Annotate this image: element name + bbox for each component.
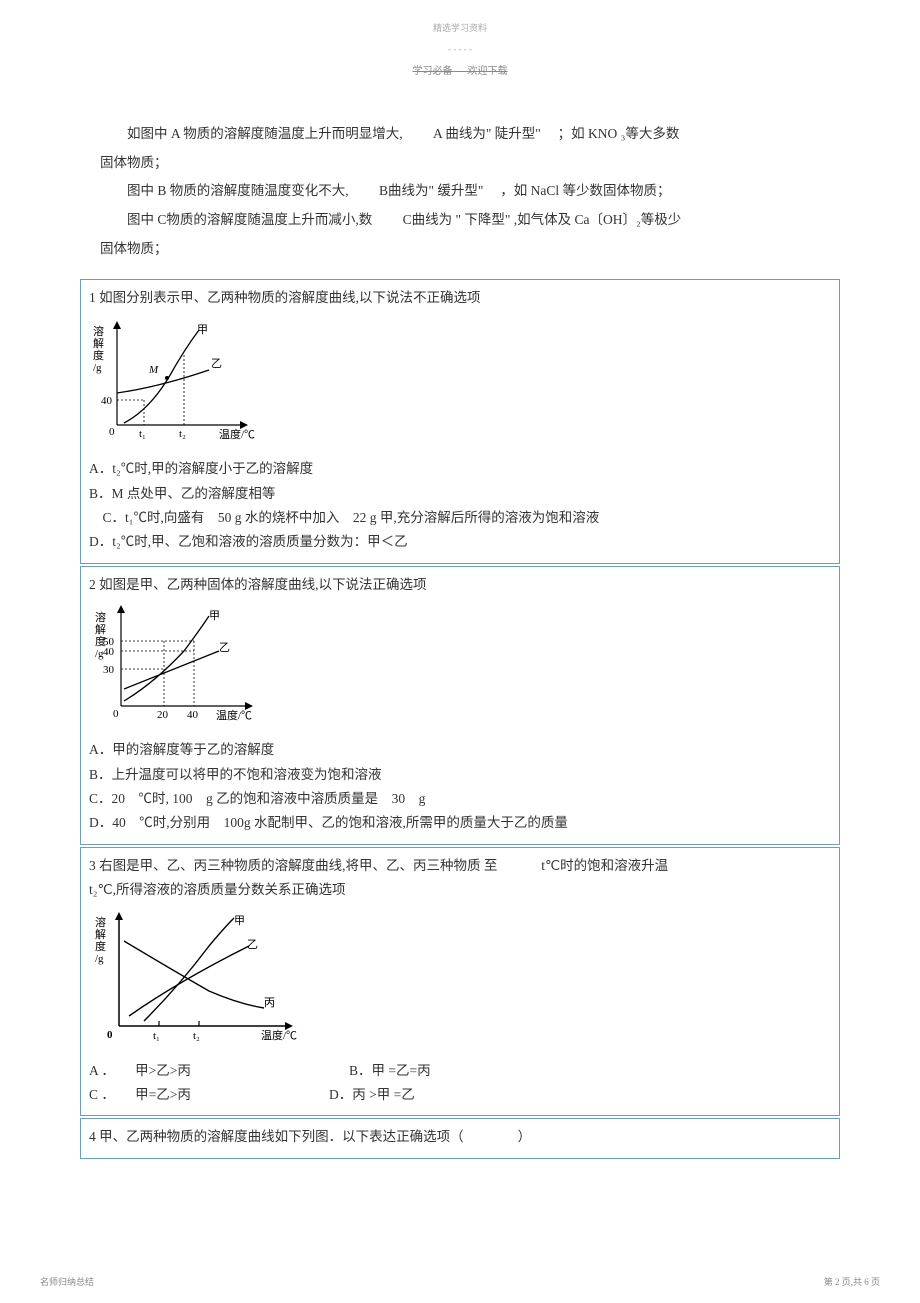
svg-text:20: 20 (157, 709, 169, 721)
svg-text:解: 解 (95, 927, 106, 941)
page-footer: 名师归纳总结 第 2 页,共 6 页 (0, 1274, 920, 1291)
q3-optD: D．丙 >甲 =乙 (329, 1083, 415, 1107)
svg-text:t₁: t₁ (139, 428, 146, 440)
q2-optD: D．40 ℃时,分别用 100g 水配制甲、乙的饱和溶液,所需甲的质量大于乙的质… (89, 811, 831, 835)
q2-stem: 2 如图是甲、乙两种固体的溶解度曲线,以下说法正确选项 (89, 573, 831, 597)
footer-right: 第 2 页,共 6 页 (824, 1274, 880, 1291)
svg-text:乙: 乙 (211, 357, 222, 370)
svg-text:溶: 溶 (93, 324, 104, 338)
svg-text:解: 解 (95, 622, 106, 636)
intro-p4-b: C曲线为 " 下降型" ,如气体及 Ca〔OH〕₂等极少 (403, 212, 682, 227)
svg-text:解: 解 (93, 336, 104, 350)
q1-chart: 溶解度/g 温度/℃ 乙 甲 M 40 0 t₁ t₂ (89, 315, 831, 454)
header-dashes: - - - - - (80, 41, 840, 58)
intro-block: 如图中 A 物质的溶解度随温度上升而明显增大, A 曲线为" 陡升型" ；如 K… (80, 121, 840, 279)
intro-p4-a: 图中 C物质的溶解度随温度上升而减小,数 (127, 212, 372, 227)
intro-p1-c: ；如 KNO ₃等大多数 (558, 126, 680, 141)
q1-optB: B．M 点处甲、乙的溶解度相等 (89, 482, 831, 506)
question-4: 4 甲、乙两种物质的溶解度曲线如下列图．以下表达正确选项（ ） (80, 1118, 840, 1158)
svg-text:40: 40 (101, 395, 113, 407)
q1-optA: A．t₂℃时,甲的溶解度小于乙的溶解度 (89, 457, 831, 481)
q1-optD: D．t₂℃时,甲、乙饱和溶液的溶质质量分数为：甲＜乙 (89, 530, 831, 554)
intro-p3-a: 图中 B 物质的溶解度随温度变化不大, (127, 183, 349, 198)
svg-text:/g: /g (93, 362, 102, 374)
q2-optC: C．20 ℃时, 100 g 乙的饱和溶液中溶质质量是 30 g (89, 787, 831, 811)
svg-text:0: 0 (107, 1029, 113, 1041)
svg-text:t₂: t₂ (193, 1030, 200, 1042)
svg-text:t₁: t₁ (153, 1030, 160, 1042)
question-3: 3 右图是甲、乙、丙三种物质的溶解度曲线,将甲、乙、丙三种物质 至 t℃时的饱和… (80, 847, 840, 1117)
header-strike: 学习必备 --- 欢迎下载 (80, 62, 840, 81)
svg-text:/g: /g (95, 953, 104, 965)
q1-stem: 1 如图分别表示甲、乙两种物质的溶解度曲线,以下说法不正确选项 (89, 286, 831, 310)
svg-text:甲: 甲 (234, 915, 245, 927)
intro-p4: 图中 C物质的溶解度随温度上升而减小,数 C曲线为 " 下降型" ,如气体及 C… (100, 207, 820, 233)
intro-p3: 图中 B 物质的溶解度随温度变化不大, B曲线为" 缓升型" ，如 NaCl 等… (100, 178, 820, 204)
svg-text:甲: 甲 (209, 610, 220, 622)
q3-stem-a: 3 右图是甲、乙、丙三种物质的溶解度曲线,将甲、乙、丙三种物质 至 (89, 858, 497, 873)
intro-p2: 固体物质； (100, 150, 820, 176)
svg-text:温度/℃: 温度/℃ (261, 1028, 297, 1042)
svg-text:度: 度 (95, 939, 106, 953)
q2-chart: 溶解度/g 温度/℃ 甲 乙 50 40 30 0 20 40 (89, 601, 831, 735)
q2-optB: B．上升温度可以将甲的不饱和溶液变为饱和溶液 (89, 763, 831, 787)
svg-text:40: 40 (103, 646, 115, 658)
svg-text:30: 30 (103, 664, 115, 676)
svg-text:M: M (148, 364, 159, 376)
svg-text:0: 0 (113, 708, 119, 720)
q3-stem-b: t℃时的饱和溶液升温 (541, 858, 668, 873)
q3-chart: 溶解度/g 温度/℃ 甲 乙 丙 0 t₁ t₂ (89, 906, 831, 1055)
q3-stem2: t₂℃,所得溶液的溶质质量分数关系正确选项 (89, 878, 831, 902)
svg-text:乙: 乙 (219, 641, 230, 654)
svg-text:0: 0 (109, 426, 115, 438)
svg-text:溶: 溶 (95, 610, 106, 624)
q2-optA: A．甲的溶解度等于乙的溶解度 (89, 738, 831, 762)
intro-p3-b: B曲线为" 缓升型" (379, 183, 483, 198)
intro-p5: 固体物质； (100, 236, 820, 262)
svg-text:温度/℃: 温度/℃ (216, 708, 252, 722)
intro-p1: 如图中 A 物质的溶解度随温度上升而明显增大, A 曲线为" 陡升型" ；如 K… (100, 121, 820, 147)
intro-p1-a: 如图中 A 物质的溶解度随温度上升而明显增大, (127, 126, 403, 141)
svg-text:溶: 溶 (95, 915, 106, 929)
q3-optC: C ． 甲=乙>丙 (89, 1083, 329, 1107)
question-1: 1 如图分别表示甲、乙两种物质的溶解度曲线,以下说法不正确选项 溶解度/g 温度… (80, 279, 840, 563)
q3-stem: 3 右图是甲、乙、丙三种物质的溶解度曲线,将甲、乙、丙三种物质 至 t℃时的饱和… (89, 854, 831, 878)
intro-p1-b: A 曲线为" 陡升型" (433, 126, 541, 141)
svg-text:40: 40 (187, 709, 199, 721)
svg-text:温度/℃: 温度/℃ (219, 427, 255, 441)
header-small: 精选学习资料 (80, 20, 840, 37)
svg-text:乙: 乙 (247, 938, 258, 951)
footer-left: 名师归纳总结 (40, 1274, 94, 1291)
question-2: 2 如图是甲、乙两种固体的溶解度曲线,以下说法正确选项 溶解度/g 温度/℃ 甲… (80, 566, 840, 845)
svg-text:丙: 丙 (264, 997, 275, 1009)
q3-optB: B．甲 =乙=丙 (349, 1059, 431, 1083)
svg-text:度: 度 (93, 348, 104, 362)
q4-stem: 4 甲、乙两种物质的溶解度曲线如下列图．以下表达正确选项（ ） (89, 1125, 831, 1149)
svg-text:t₂: t₂ (179, 428, 186, 440)
intro-p3-c: ，如 NaCl 等少数固体物质； (500, 183, 670, 198)
svg-text:甲: 甲 (197, 324, 208, 336)
q3-optA: A ． 甲>乙>丙 (89, 1059, 349, 1083)
q1-optC: C．t₁℃时,向盛有 50 g 水的烧杯中加入 22 g 甲,充分溶解后所得的溶… (89, 506, 831, 530)
